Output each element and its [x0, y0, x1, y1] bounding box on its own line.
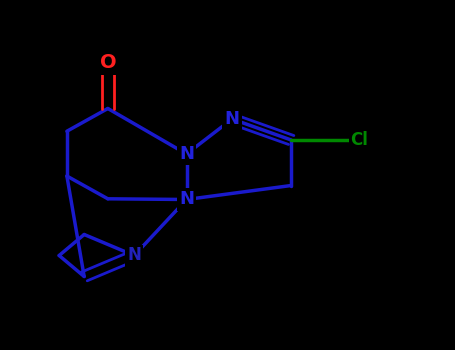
Text: O: O	[100, 54, 116, 72]
Text: N: N	[179, 145, 194, 163]
Text: Cl: Cl	[350, 131, 369, 149]
Text: N: N	[127, 246, 141, 265]
Text: N: N	[225, 110, 239, 128]
Text: N: N	[179, 190, 194, 209]
